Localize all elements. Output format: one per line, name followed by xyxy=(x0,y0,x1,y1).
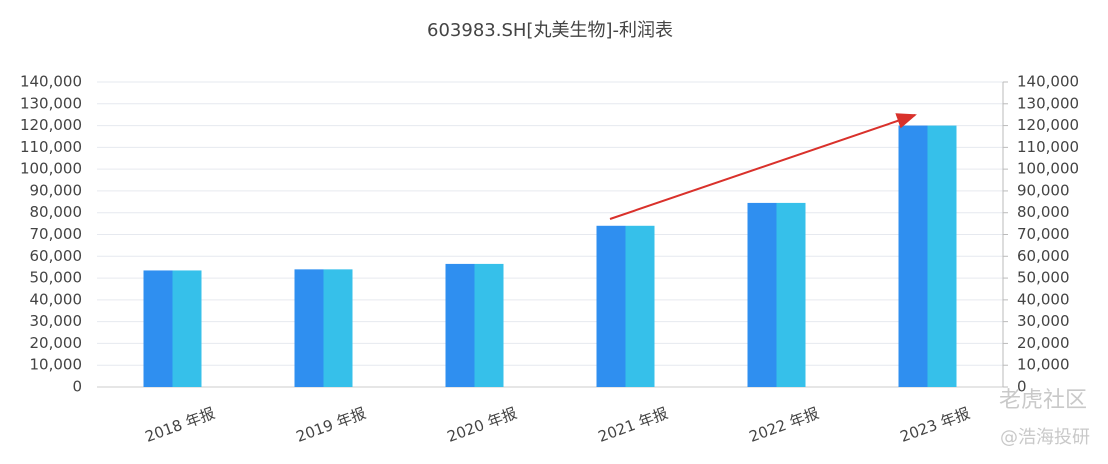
watermark: @浩海投研 xyxy=(1000,427,1090,448)
chart-title: 603983.SH[丸美生物]-利润表 xyxy=(427,20,673,41)
bar xyxy=(143,270,173,387)
x-tick-label: 2020 年报 xyxy=(445,404,520,446)
y2-tick-label: 60,000 xyxy=(1017,247,1070,265)
bar xyxy=(323,269,353,387)
y-tick-label: 90,000 xyxy=(30,181,83,199)
bar xyxy=(172,270,202,387)
x-tick-label: 2018 年报 xyxy=(143,404,218,446)
bar xyxy=(596,225,626,387)
y2-tick-label: 30,000 xyxy=(1017,312,1070,330)
y-tick-label: 10,000 xyxy=(30,356,83,374)
watermark: 老虎社区 xyxy=(999,388,1087,413)
x-tick-label: 2019 年报 xyxy=(294,404,369,446)
bar xyxy=(474,263,504,387)
y-tick-label: 130,000 xyxy=(20,94,82,112)
y2-tick-label: 20,000 xyxy=(1017,334,1070,352)
y-tick-label: 140,000 xyxy=(20,73,82,91)
y-tick-label: 70,000 xyxy=(30,225,83,243)
y2-tick-label: 110,000 xyxy=(1017,138,1079,156)
y2-tick-label: 0 xyxy=(1017,378,1027,396)
bar xyxy=(747,202,777,387)
y-tick-label: 120,000 xyxy=(20,116,82,134)
bar xyxy=(927,125,957,388)
y2-tick-label: 80,000 xyxy=(1017,203,1070,221)
y2-tick-label: 130,000 xyxy=(1017,94,1079,112)
x-tick-label: 2022 年报 xyxy=(747,404,822,446)
y-tick-label: 80,000 xyxy=(30,203,83,221)
y2-tick-label: 70,000 xyxy=(1017,225,1070,243)
y-tick-label: 110,000 xyxy=(20,138,82,156)
y2-tick-label: 140,000 xyxy=(1017,73,1079,91)
x-tick-label: 2021 年报 xyxy=(596,404,671,446)
x-tick-label: 2023 年报 xyxy=(898,404,973,446)
y-tick-label: 40,000 xyxy=(30,290,83,308)
bar xyxy=(898,125,928,388)
trend-arrow xyxy=(609,113,917,220)
y-tick-label: 60,000 xyxy=(30,247,83,265)
y2-tick-label: 40,000 xyxy=(1017,290,1070,308)
y2-tick-label: 120,000 xyxy=(1017,116,1079,134)
y-tick-label: 30,000 xyxy=(30,312,83,330)
y2-tick-label: 90,000 xyxy=(1017,181,1070,199)
y-tick-label: 50,000 xyxy=(30,269,83,287)
y2-tick-label: 50,000 xyxy=(1017,269,1070,287)
bar xyxy=(445,263,475,387)
y-tick-label: 0 xyxy=(72,378,82,396)
bar xyxy=(776,202,806,387)
y2-tick-label: 100,000 xyxy=(1017,160,1079,178)
bar xyxy=(625,225,655,387)
bar xyxy=(294,269,324,387)
y2-tick-label: 10,000 xyxy=(1017,356,1070,374)
y-tick-label: 100,000 xyxy=(20,160,82,178)
y-tick-label: 20,000 xyxy=(30,334,83,352)
